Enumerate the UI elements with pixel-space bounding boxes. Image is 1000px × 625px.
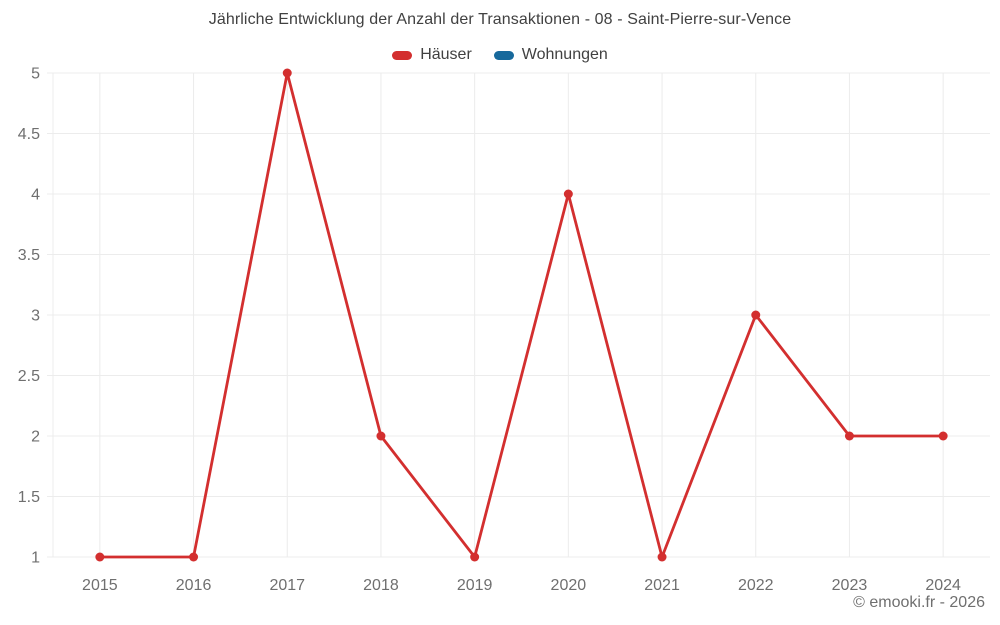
x-tick-label: 2016 (176, 577, 212, 594)
legend-label-haeuser: Häuser (420, 46, 472, 63)
data-point[interactable] (189, 552, 199, 562)
haeuser-swatch-icon (392, 50, 413, 60)
data-point[interactable] (376, 431, 386, 441)
y-tick-label: 2 (31, 429, 40, 446)
chart-title: Jährliche Entwicklung der Anzahl der Tra… (208, 11, 792, 28)
data-point[interactable] (657, 552, 667, 562)
y-tick-label: 4.5 (18, 126, 40, 143)
x-tick-label: 2018 (363, 577, 399, 594)
y-tick-label: 2.5 (18, 368, 40, 385)
series-line-0 (98, 71, 945, 559)
x-tick-label: 2022 (738, 577, 774, 594)
x-tick-label: 2024 (925, 577, 961, 594)
y-tick-label: 3.5 (18, 247, 40, 264)
data-point[interactable] (751, 310, 761, 320)
data-point[interactable] (95, 552, 105, 562)
legend-label-wohnungen: Wohnungen (521, 46, 608, 63)
x-tick-label: 2015 (82, 577, 118, 594)
copyright-footer: © emooki.fr - 2026 (853, 594, 985, 611)
x-tick-label: 2019 (457, 577, 493, 594)
y-tick-label: 4 (31, 187, 40, 204)
x-tick-label: 2017 (269, 577, 305, 594)
y-tick-label: 1 (31, 550, 40, 567)
legend-item-wohnungen[interactable]: Wohnungen (493, 46, 608, 64)
data-point[interactable] (282, 68, 292, 78)
data-point[interactable] (938, 431, 948, 441)
x-tick-label: 2023 (832, 577, 868, 594)
data-point[interactable] (470, 552, 480, 562)
data-point[interactable] (563, 189, 573, 199)
x-tick-label: 2021 (644, 577, 680, 594)
data-point[interactable] (844, 431, 854, 441)
legend: Häuser Wohnungen (0, 46, 1000, 64)
y-tick-label: 3 (31, 308, 40, 325)
wohnungen-swatch-icon (493, 50, 514, 60)
y-tick-label: 1.5 (18, 489, 40, 506)
legend-item-haeuser[interactable]: Häuser (392, 46, 472, 64)
x-tick-label: 2020 (551, 577, 587, 594)
y-tick-label: 5 (31, 66, 40, 83)
